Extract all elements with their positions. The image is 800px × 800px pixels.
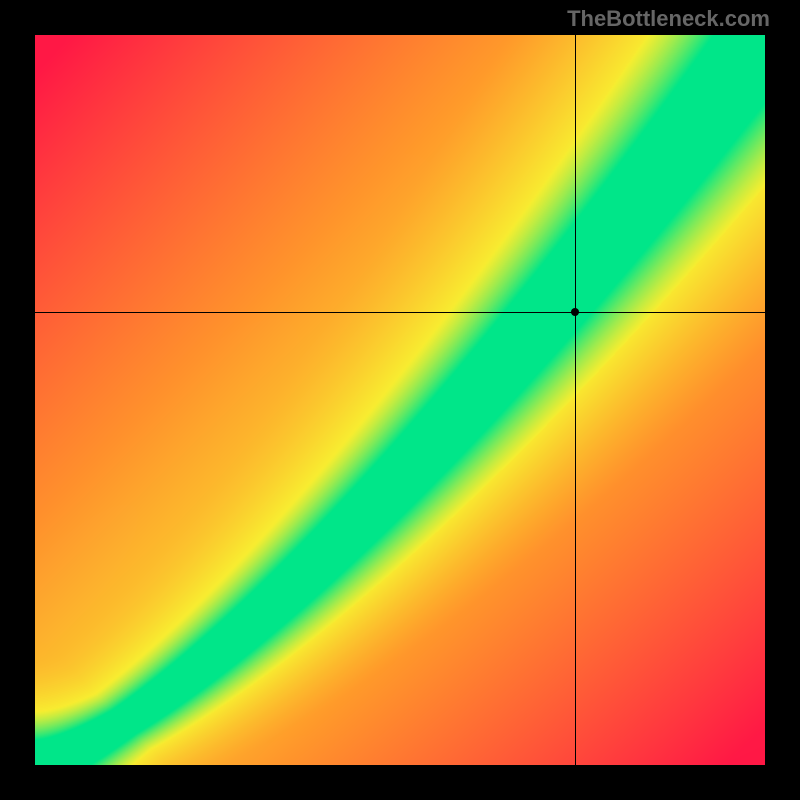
heatmap-canvas — [35, 35, 765, 765]
crosshair-marker — [571, 308, 579, 316]
crosshair-vertical — [575, 35, 576, 765]
heatmap-plot-area — [35, 35, 765, 765]
watermark-text: TheBottleneck.com — [567, 6, 770, 32]
crosshair-horizontal — [35, 312, 765, 313]
